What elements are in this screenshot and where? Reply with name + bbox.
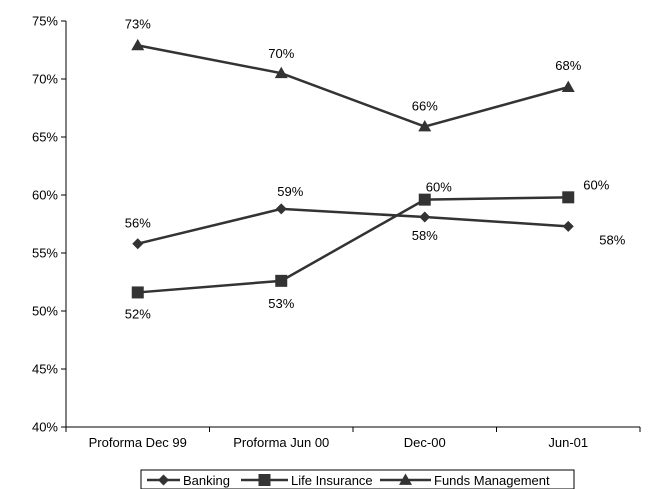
x-axis-ticks: Proforma Dec 99 Proforma Jun 00 Dec-00 Jun-…	[65, 427, 641, 450]
banking-point	[132, 238, 144, 250]
life-insurance-point	[562, 191, 575, 204]
banking-point	[275, 203, 287, 215]
y-axis-ticks: 40% 45% 50% 55% 60% 65% 70% 75%	[32, 14, 66, 435]
x-tick-label: Proforma Jun 00	[233, 435, 329, 450]
legend: Banking Life Insurance Funds Management	[140, 469, 575, 489]
life-insurance-legend-marker	[258, 474, 271, 486]
funds-management-data-label: 68%	[555, 58, 581, 73]
banking-data-label: 59%	[277, 184, 303, 199]
life-insurance-point	[418, 193, 431, 206]
funds-management-point	[561, 80, 575, 92]
funds-management-point	[131, 38, 145, 51]
life-insurance-data-label: 53%	[268, 296, 294, 311]
data-labels: 56% 59% 58% 58% 52% 53% 60% 60% 73% 70% 66% 68%	[125, 16, 626, 321]
y-tick-label: 60%	[32, 188, 58, 203]
y-tick-label: 55%	[32, 246, 58, 261]
life-insurance-line	[137, 196, 569, 294]
funds-management-data-label: 73%	[125, 16, 151, 31]
chart-series	[131, 38, 575, 299]
y-tick-label: 50%	[32, 304, 58, 319]
x-tick-label: Proforma Dec 99	[89, 435, 187, 450]
y-tick-label: 40%	[32, 420, 58, 435]
banking-point	[419, 211, 431, 223]
x-tick-label: Jun-01	[548, 435, 588, 450]
life-insurance-legend-label: Life Insurance	[291, 473, 373, 488]
x-tick-label: Dec-00	[404, 435, 446, 450]
funds-management-legend-marker	[399, 473, 412, 485]
y-tick-label: 65%	[32, 130, 58, 145]
y-tick-label: 75%	[32, 14, 58, 29]
banking-point	[562, 220, 574, 232]
banking-data-label: 58%	[412, 228, 438, 243]
life-insurance-data-label: 60%	[583, 177, 609, 192]
legend-box	[140, 469, 575, 489]
y-tick-label: 70%	[32, 72, 58, 87]
life-insurance-data-label: 60%	[426, 180, 452, 195]
funds-management-line	[137, 44, 569, 128]
banking-legend-marker	[158, 474, 169, 486]
y-tick-label: 45%	[32, 362, 58, 377]
life-insurance-point	[275, 274, 288, 287]
funds-management-data-label: 66%	[412, 99, 438, 114]
life-insurance-point	[131, 286, 144, 299]
funds-management-legend-label: Funds Management	[434, 473, 550, 488]
funds-management-data-label: 70%	[268, 46, 294, 61]
funds-management-point	[274, 66, 288, 79]
banking-line	[137, 207, 569, 245]
life-insurance-data-label: 52%	[125, 306, 151, 321]
chart-axes	[65, 21, 640, 428]
banking-data-label: 56%	[125, 216, 151, 231]
funds-management-point	[418, 120, 432, 132]
banking-data-label: 58%	[599, 232, 625, 247]
banking-legend-label: Banking	[183, 473, 230, 488]
